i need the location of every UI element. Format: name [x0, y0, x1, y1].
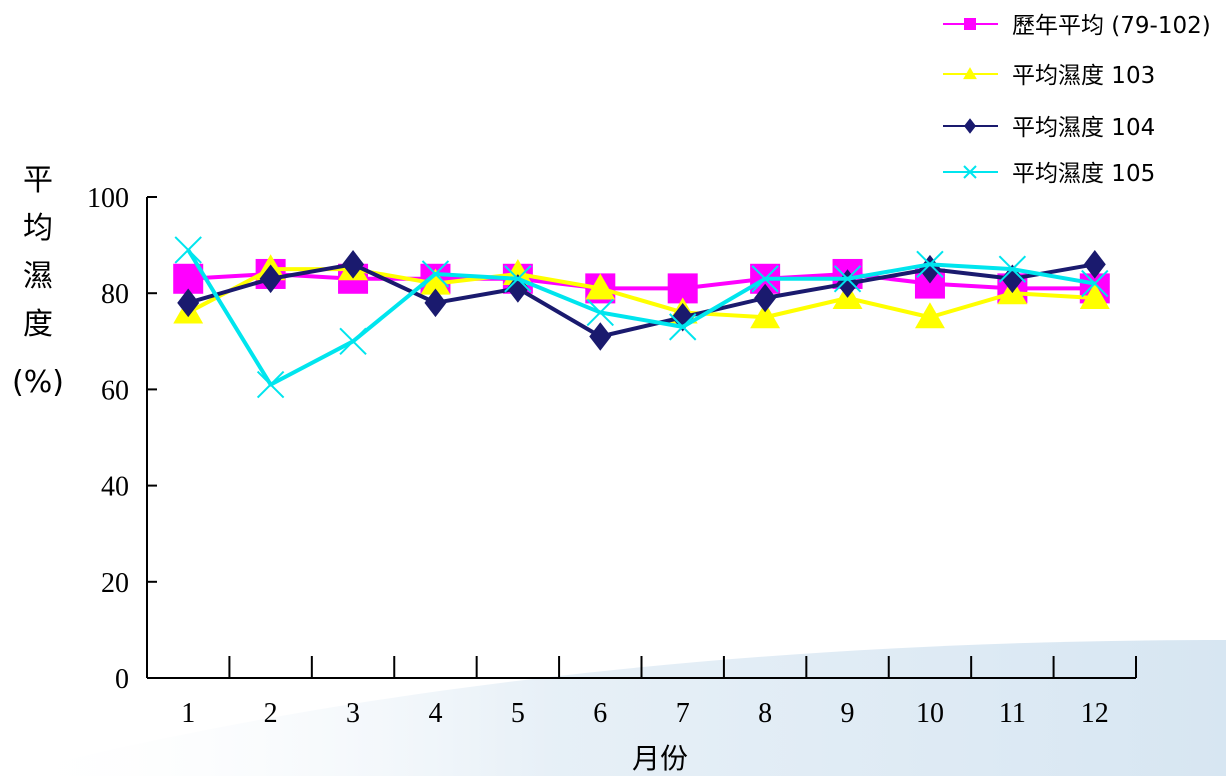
cross-marker: [833, 265, 862, 293]
diamond-marker: [424, 288, 447, 318]
series-2: [173, 254, 1110, 329]
diamond-marker: [342, 250, 365, 279]
x-tick-label: 11: [999, 698, 1026, 729]
y-tick-label: 60: [101, 375, 129, 406]
y-tick-label: 100: [87, 183, 129, 214]
y-axis-label-part: 濕: [23, 259, 53, 294]
series-line: [188, 271, 1095, 291]
cross-stroke: [256, 370, 285, 399]
x-tick-label: 6: [593, 698, 607, 729]
legend-item: 平均濕度 105: [943, 161, 1155, 187]
y-tick-label: 40: [101, 472, 129, 503]
cross-stroke: [586, 298, 614, 327]
series-line: [187, 267, 1095, 320]
diamond-marker: [259, 264, 282, 294]
diamond-marker: [1083, 250, 1106, 279]
cross-marker: [586, 298, 614, 327]
x-tick-label: 8: [758, 698, 772, 729]
triangle-marker: [750, 302, 781, 329]
legend-item: 歷年平均 (79-102): [943, 13, 1211, 39]
series-4: [174, 236, 1109, 399]
triangle-marker: [585, 273, 616, 300]
cross-marker: [421, 260, 450, 288]
x-tick-label: 3: [346, 698, 360, 729]
cross-stroke: [751, 265, 779, 293]
cross-stroke: [1081, 269, 1109, 298]
cross-stroke: [421, 260, 450, 288]
cross-marker: [504, 265, 532, 293]
cross-marker: [174, 236, 202, 264]
y-axis-label-part: 平: [23, 163, 53, 198]
cross-stroke: [963, 165, 977, 179]
cross-stroke: [504, 265, 532, 293]
diamond-marker: [754, 283, 777, 313]
x-tick-label: 12: [1081, 698, 1109, 729]
cross-stroke: [339, 327, 367, 356]
legend-item: 平均濕度 103: [943, 63, 1155, 89]
x-tick-label: 9: [841, 698, 855, 729]
y-tick-label: 0: [115, 664, 129, 695]
triangle-marker: [420, 268, 451, 295]
x-axis-label: 月份: [632, 742, 688, 775]
y-axis-label-part: 均: [23, 211, 53, 246]
cross-marker: [256, 370, 285, 399]
cross-stroke: [833, 265, 862, 293]
y-axis-label-part: (%): [12, 365, 64, 400]
series-group: [173, 236, 1110, 399]
triangle-marker: [915, 302, 945, 329]
diamond-marker: [589, 322, 612, 351]
square-marker: [964, 18, 976, 30]
x-tick-label: 4: [428, 698, 442, 729]
cross-marker: [1081, 269, 1109, 298]
triangle-marker: [1079, 283, 1110, 310]
triangle-marker: [963, 67, 977, 80]
diamond-marker: [964, 118, 976, 134]
legend-label: 歷年平均 (79-102): [1012, 13, 1211, 39]
cross-marker: [669, 313, 697, 341]
cross-marker: [916, 250, 944, 279]
y-tick-label: 80: [101, 279, 129, 310]
legend: 歷年平均 (79-102) 平均濕度 103 平均濕度 104 平均濕度 105: [943, 13, 1211, 187]
y-axis-label-part: 度: [23, 307, 53, 342]
x-tick-label: 10: [916, 698, 944, 729]
cross-marker: [963, 165, 977, 179]
x-tick-label: 1: [181, 698, 195, 729]
diamond-marker: [177, 288, 200, 318]
diamond-marker: [918, 254, 941, 284]
y-tick-label: 20: [101, 568, 129, 599]
legend-label: 平均濕度 103: [1012, 63, 1155, 89]
cross-stroke: [916, 250, 944, 279]
cross-stroke: [174, 236, 202, 264]
cross-marker: [339, 327, 367, 356]
legend-item: 平均濕度 104: [943, 115, 1155, 141]
cross-stroke: [998, 255, 1027, 283]
diamond-marker: [506, 274, 529, 303]
x-tick-label: 7: [676, 698, 690, 729]
series-line: [187, 262, 1096, 339]
cross-marker: [751, 265, 779, 293]
x-tick-label: 5: [511, 698, 525, 729]
x-tick-label: 2: [264, 698, 278, 729]
series-line: [186, 248, 1096, 387]
cross-marker: [998, 255, 1027, 283]
y-axis-label: 平均濕度 (%): [12, 163, 64, 400]
legend-label: 平均濕度 105: [1012, 161, 1155, 187]
legend-label: 平均濕度 104: [1012, 115, 1155, 141]
cross-stroke: [669, 313, 697, 341]
